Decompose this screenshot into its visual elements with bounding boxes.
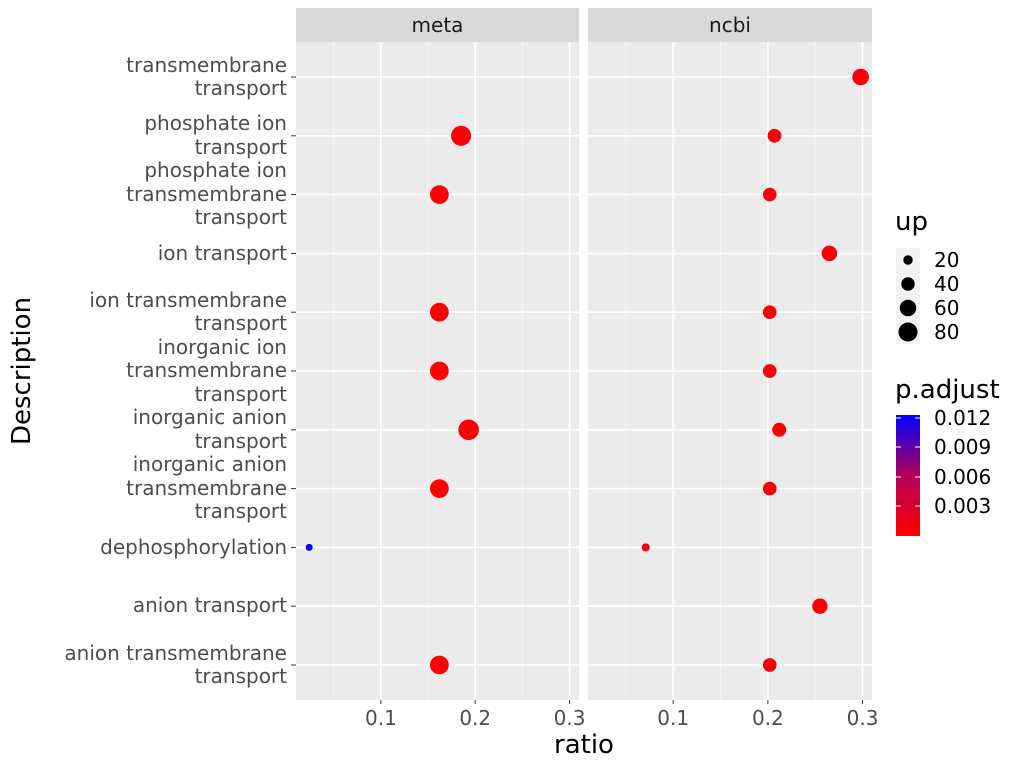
x-tick-label-ncbi: 0.3 <box>847 706 879 730</box>
legend-colorbar <box>896 415 920 536</box>
x-tick-label-ncbi: 0.1 <box>657 706 689 730</box>
x-tick-label-meta: 0.3 <box>554 706 586 730</box>
legend-size-label: 60 <box>934 296 959 320</box>
legend-color-label: 0.009 <box>934 435 991 459</box>
data-point <box>762 305 777 320</box>
legend-size-label: 20 <box>934 248 959 272</box>
facet-label-ncbi: ncbi <box>709 13 751 37</box>
data-point <box>430 361 449 381</box>
y-tick-label: phosphate ion transmembrane transport <box>126 158 287 230</box>
x-tick-label-ncbi: 0.2 <box>752 706 784 730</box>
legend-size-label: 40 <box>934 272 959 296</box>
data-point <box>762 187 777 202</box>
y-tick-label: inorganic ion transmembrane transport <box>126 334 287 406</box>
y-tick-label: ion transmembrane transport <box>89 287 287 336</box>
data-point <box>821 245 838 262</box>
data-point <box>430 302 449 322</box>
y-tick-label: transmembrane transport <box>126 52 287 100</box>
data-point <box>767 128 782 143</box>
legend-color-title: p.adjust <box>895 375 1000 405</box>
legend-color-label: 0.012 <box>934 406 991 430</box>
legend-size-key <box>899 299 917 317</box>
data-point <box>430 655 449 675</box>
facet-strip-ncbi <box>588 8 872 42</box>
data-point <box>458 419 479 441</box>
x-tick-label-meta: 0.1 <box>365 706 397 730</box>
legend-size-key <box>903 255 913 265</box>
legend-color-label: 0.003 <box>934 494 991 518</box>
legend-size-label: 80 <box>934 320 959 344</box>
x-axis-title: ratio <box>554 730 614 760</box>
y-tick-label: inorganic anion transmembrane transport <box>126 452 287 524</box>
data-point <box>852 68 869 86</box>
data-point <box>430 479 449 498</box>
data-point <box>762 481 777 496</box>
facet-label-meta: meta <box>412 13 464 37</box>
legend-size-key <box>901 277 915 291</box>
y-tick-label: inorganic anion transport <box>132 405 287 453</box>
facet-strip-meta <box>296 8 579 42</box>
y-tick-label: dephosphorylation <box>100 534 287 559</box>
data-point <box>812 598 828 614</box>
y-axis-title: Description <box>7 297 37 445</box>
y-tick-label: anion transport <box>132 593 287 618</box>
data-point <box>762 364 777 378</box>
legend-color-label: 0.006 <box>934 465 991 489</box>
data-point <box>430 185 449 204</box>
data-point <box>451 125 472 146</box>
x-tick-label-meta: 0.2 <box>459 706 491 730</box>
y-tick-label: ion transport <box>157 240 287 265</box>
y-tick-label: anion transmembrane transport <box>64 640 287 688</box>
legend-size-key <box>898 322 918 342</box>
data-point <box>762 658 777 672</box>
y-tick-label: phosphate ion transport <box>144 111 287 159</box>
data-point <box>772 422 787 437</box>
data-point <box>641 543 650 552</box>
legend-size-title: up <box>895 207 928 237</box>
data-point <box>305 543 313 551</box>
